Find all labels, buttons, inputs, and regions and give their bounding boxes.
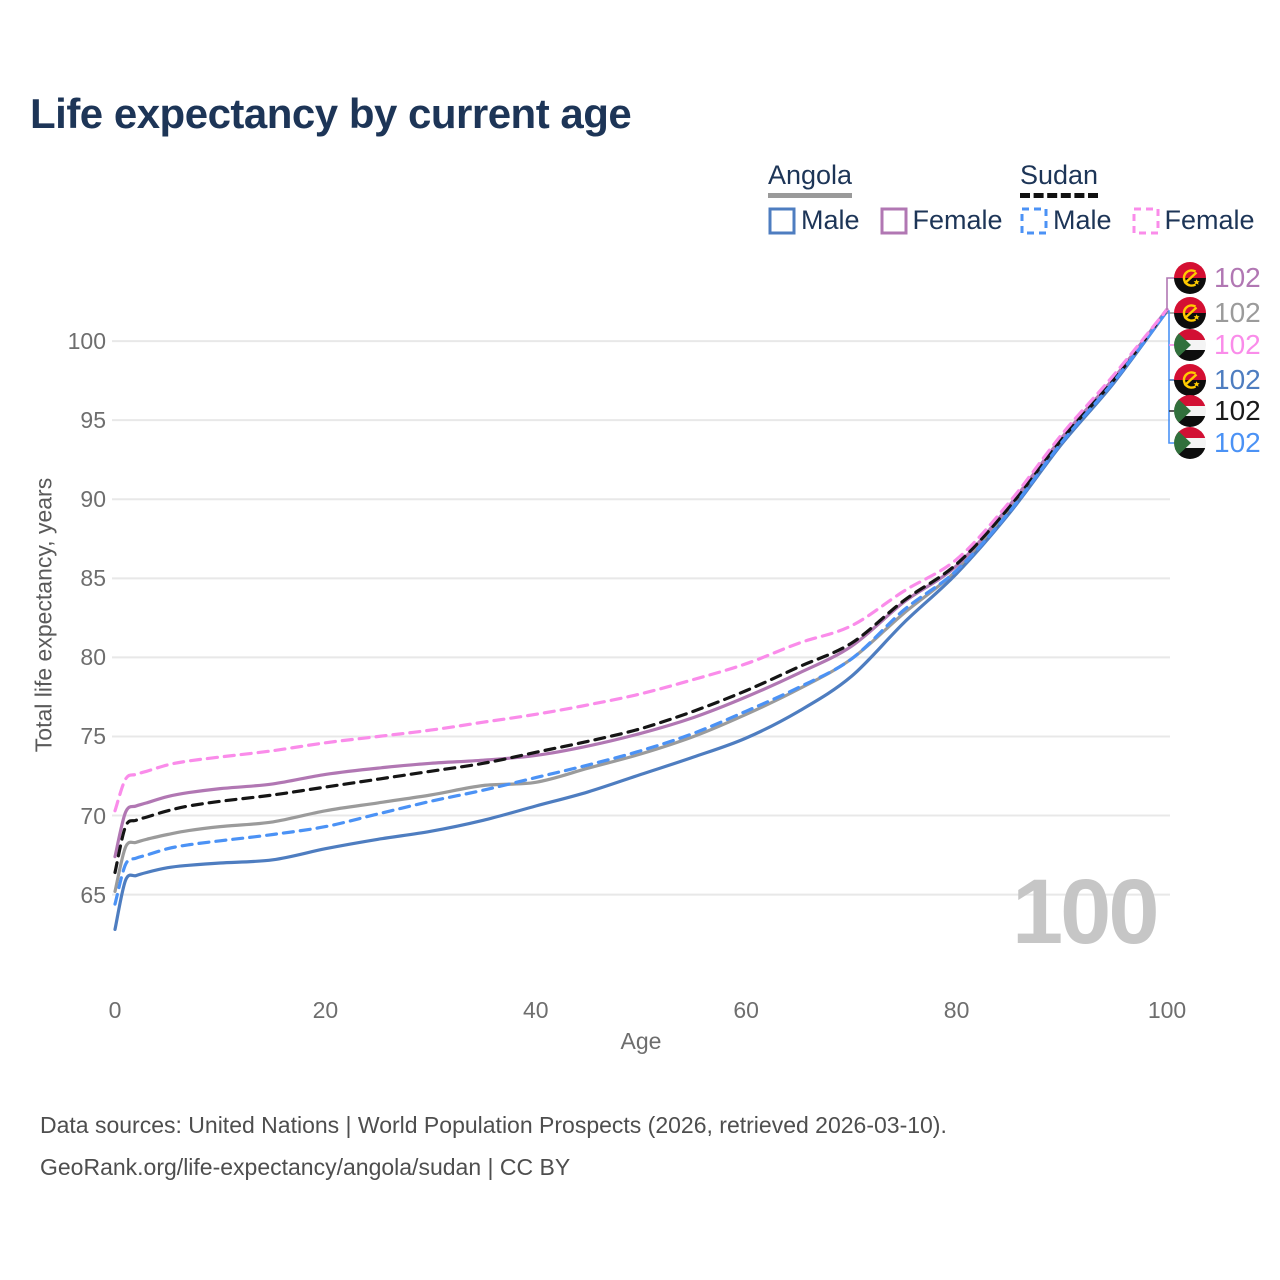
series-line-sudan-female[interactable] <box>113 307 1169 813</box>
legend-row: Male Female <box>1020 205 1255 236</box>
angola-flag-icon <box>1174 297 1206 329</box>
legend-swatch-icon <box>880 207 908 234</box>
legend-item-sudan-male[interactable]: Male <box>1020 205 1112 236</box>
x-axis-label: Age <box>620 1028 662 1054</box>
angola-flag-icon <box>1174 262 1206 294</box>
legend-row: Male Female <box>768 205 1003 236</box>
page-title: Life expectancy by current age <box>30 90 632 137</box>
y-tick-65: 65 <box>80 881 106 908</box>
series-line-sudan-male[interactable] <box>113 309 1169 906</box>
end-value: 102 <box>1214 329 1261 360</box>
legend-group-angola: Angola Male Female <box>768 160 1003 236</box>
x-tick-20: 20 <box>312 997 339 1023</box>
legend-item-label: Male <box>801 205 860 235</box>
angola-flag-icon <box>1174 364 1206 396</box>
end-value: 102 <box>1214 364 1261 395</box>
legend-country-angola[interactable]: Angola <box>768 160 853 198</box>
x-tick-0: 0 <box>108 997 122 1023</box>
end-label-sudan-female: 102 <box>1174 329 1261 361</box>
hovered-age-indicator: 100 <box>1012 861 1159 963</box>
y-axis-label: Total life expectancy, years <box>30 477 57 753</box>
end-value: 102 <box>1214 427 1261 458</box>
end-value: 102 <box>1214 262 1261 293</box>
legend-item-sudan-female[interactable]: Female <box>1132 205 1255 236</box>
x-tick-60: 60 <box>733 997 759 1023</box>
x-tick-80: 80 <box>943 997 970 1023</box>
legend-item-angola-female[interactable]: Female <box>880 205 1003 236</box>
y-tick-85: 85 <box>80 565 106 592</box>
footer-attribution: GeoRank.org/life-expectancy/angola/sudan… <box>40 1154 571 1180</box>
leader-sudan-male <box>1168 310 1175 444</box>
end-label-angola-male: 102 <box>1174 364 1261 396</box>
sudan-flag-icon <box>1174 395 1206 427</box>
legend-swatch-icon <box>1020 207 1048 234</box>
end-value: 102 <box>1214 297 1261 328</box>
series-line-sudan[interactable] <box>113 307 1169 875</box>
footer: Data sources: United Nations | World Pop… <box>40 1104 947 1188</box>
y-tick-80: 80 <box>80 644 106 671</box>
leader-angola-female <box>1166 277 1175 311</box>
legend-item-label: Female <box>912 205 1003 235</box>
footer-data-sources: Data sources: United Nations | World Pop… <box>40 1112 947 1138</box>
end-label-angola-female: 102 <box>1174 262 1261 294</box>
legend-country-sudan[interactable]: Sudan <box>1020 160 1099 198</box>
legend-swatch-icon <box>768 207 796 234</box>
y-tick-70: 70 <box>80 802 106 829</box>
x-tick-40: 40 <box>523 997 549 1023</box>
end-label-sudan: 102 <box>1174 395 1261 427</box>
series-line-angola[interactable] <box>113 309 1169 894</box>
legend-group-sudan: Sudan Male Female <box>1020 160 1255 236</box>
legend-item-label: Male <box>1053 205 1112 235</box>
series-line-angola-male[interactable] <box>113 309 1169 931</box>
y-tick-75: 75 <box>80 723 106 750</box>
y-tick-90: 90 <box>80 486 106 513</box>
x-tick-100: 100 <box>1147 997 1187 1023</box>
end-label-angola: 102 <box>1174 297 1261 329</box>
sudan-flag-icon <box>1174 427 1206 459</box>
end-label-sudan-male: 102 <box>1174 427 1261 459</box>
end-value: 102 <box>1214 395 1261 426</box>
y-tick-95: 95 <box>80 407 106 434</box>
sudan-flag-icon <box>1174 329 1206 361</box>
y-tick-100: 100 <box>67 328 106 355</box>
legend-item-angola-male[interactable]: Male <box>768 205 860 236</box>
legend-swatch-icon <box>1132 207 1160 234</box>
legend-item-label: Female <box>1164 205 1255 235</box>
